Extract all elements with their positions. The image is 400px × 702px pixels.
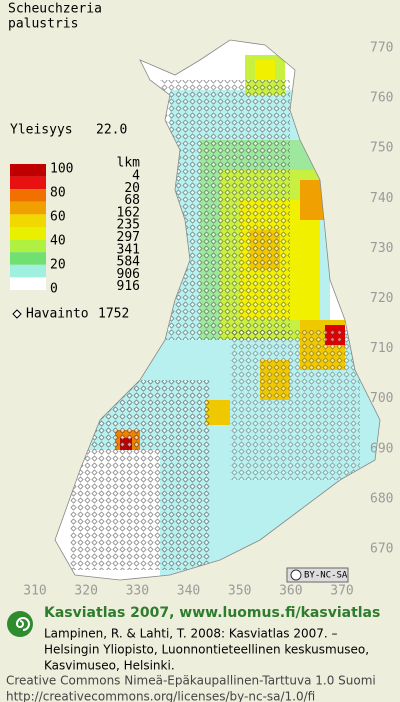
legend-count: 4	[132, 169, 140, 184]
y-axis-label: 690	[370, 441, 393, 456]
y-axis-label: 760	[370, 91, 393, 106]
legend-scale-label: 80	[50, 186, 66, 201]
legend-scale-label: 0	[50, 282, 58, 297]
y-axis-label: 700	[370, 391, 393, 406]
y-axis-label: 670	[370, 542, 393, 557]
y-axis-label: 750	[370, 141, 393, 156]
footer-heading: Kasviatlas 2007, www.luomus.fi/kasviatla…	[44, 605, 380, 621]
legend-count: 20	[124, 181, 140, 196]
legend-band	[10, 201, 46, 215]
license-badge-text: BY-NC-SA	[304, 571, 348, 581]
title: palustris	[8, 17, 78, 32]
y-axis-label: 710	[370, 341, 393, 356]
observations-label: Havainto	[26, 307, 89, 322]
legend-count: 916	[117, 279, 140, 294]
license-line: Creative Commons Nimeä-Epäkaupallinen-Ta…	[6, 674, 376, 688]
title: Scheuchzeria	[8, 2, 102, 17]
x-axis-label: 360	[279, 584, 302, 599]
x-axis-label: 350	[228, 584, 251, 599]
y-axis-label: 720	[370, 291, 393, 306]
legend-band	[10, 189, 46, 202]
logo	[7, 611, 33, 637]
count-header: lkm	[117, 156, 141, 171]
citation-line: Helsingin Yliopisto, Luonnontieteellinen…	[44, 643, 369, 657]
legend-count: 906	[117, 267, 140, 282]
legend-band	[10, 227, 46, 240]
x-axis-label: 310	[23, 584, 46, 599]
x-axis-label: 340	[177, 584, 200, 599]
legend-count: 341	[117, 242, 140, 257]
license-badge	[286, 567, 349, 583]
y-axis-label: 730	[370, 241, 393, 256]
legend-count: 68	[124, 193, 140, 208]
frequency-label: Yleisyys	[10, 123, 73, 138]
legend-band	[10, 264, 46, 278]
legend-count: 235	[117, 218, 140, 233]
legend-band	[10, 176, 46, 190]
legend-band	[10, 277, 46, 290]
legend-band	[10, 214, 46, 227]
legend-scale-label: 20	[50, 258, 66, 273]
finland-map	[55, 40, 380, 580]
legend-band	[10, 239, 46, 253]
citation-line: Lampinen, R. & Lahti, T. 2008: Kasviatla…	[44, 627, 338, 641]
y-axis-label: 770	[370, 41, 393, 56]
legend-band	[10, 164, 46, 177]
observations-value: 1752	[98, 307, 129, 322]
legend-count: 162	[117, 205, 140, 220]
y-axis-label: 680	[370, 491, 393, 506]
x-axis-label: 330	[126, 584, 149, 599]
legend-count: 297	[117, 230, 140, 245]
frequency-value: 22.0	[96, 123, 127, 138]
license-line: http://creativecommons.org/licenses/by-n…	[6, 690, 315, 702]
cc-icon	[290, 569, 302, 581]
legend-scale-label: 60	[50, 210, 66, 225]
legend-scale-label: 40	[50, 234, 66, 249]
legend-count: 584	[117, 255, 141, 270]
y-axis-label: 740	[370, 191, 393, 206]
x-axis-label: 370	[330, 584, 353, 599]
citation-line: Kasvimuseo, Helsinki.	[44, 659, 175, 673]
legend-band	[10, 252, 46, 265]
legend-scale-label: 100	[50, 162, 73, 177]
observation-symbol	[12, 309, 22, 319]
x-axis-label: 320	[74, 584, 97, 599]
